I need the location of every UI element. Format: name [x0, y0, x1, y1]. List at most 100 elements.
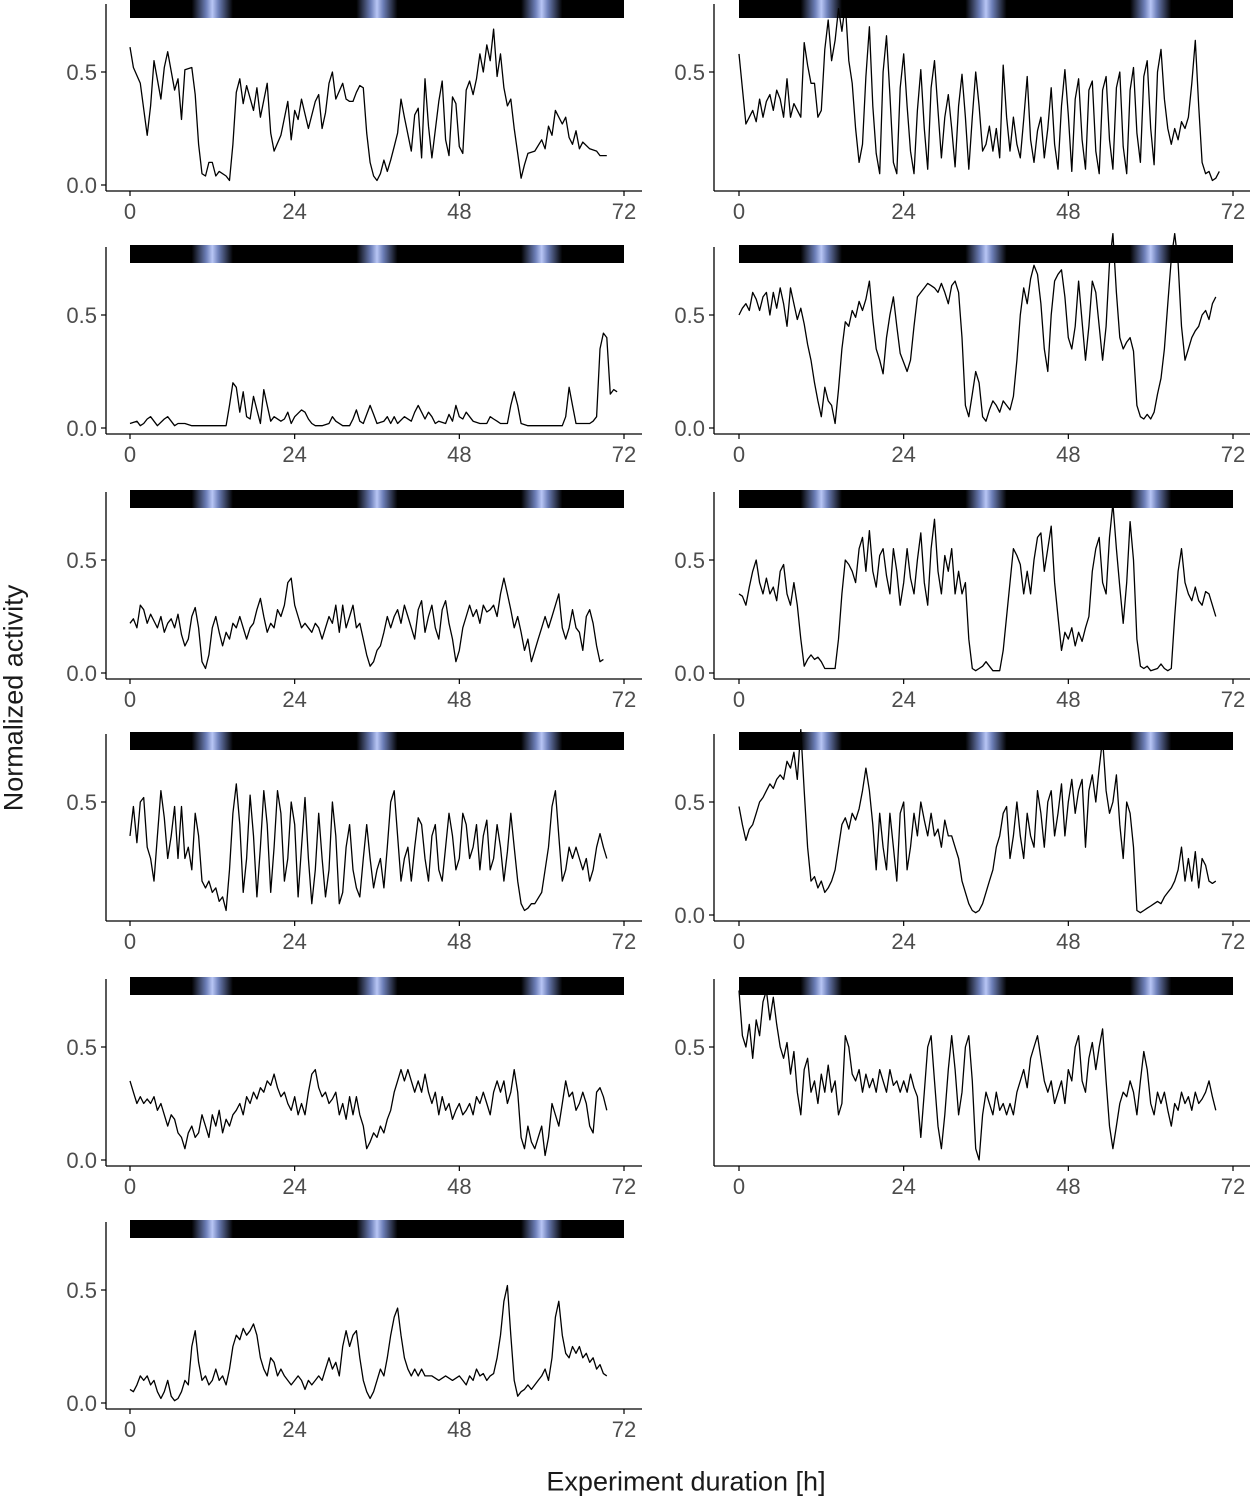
x-tick-label: 48 — [1056, 199, 1080, 224]
activity-line — [129, 783, 608, 912]
x-tick-label: 24 — [282, 929, 306, 954]
light-period-band — [965, 977, 1007, 995]
x-tick-label: 48 — [1056, 442, 1080, 467]
x-tick-label: 72 — [1221, 442, 1245, 467]
light-period-band — [800, 0, 842, 18]
x-tick-label: 24 — [891, 929, 915, 954]
y-axis-title: Normalized activity — [0, 584, 29, 812]
x-tick-label: 48 — [447, 687, 471, 712]
x-tick-label: 72 — [612, 442, 636, 467]
light-period-band — [521, 977, 563, 995]
light-period-band — [800, 732, 842, 750]
y-tick-label: 0.0 — [66, 173, 97, 198]
x-tick-label: 48 — [447, 1174, 471, 1199]
panel-6: 0 24 48 72 0.0 0.5 — [674, 490, 1250, 712]
light-period-band — [356, 732, 398, 750]
x-tick-label: 24 — [282, 442, 306, 467]
x-tick-label: 72 — [1221, 687, 1245, 712]
x-tick-label: 24 — [282, 687, 306, 712]
x-tick-label: 72 — [1221, 1174, 1245, 1199]
x-tick-label: 0 — [733, 199, 745, 224]
y-tick-label: 0.5 — [674, 303, 705, 328]
x-tick-label: 72 — [612, 929, 636, 954]
panel-9: 0 24 48 72 0.0 0.5 — [66, 977, 642, 1199]
light-period-band — [1130, 245, 1172, 263]
light-period-band — [800, 977, 842, 995]
y-tick-label: 0.5 — [66, 303, 97, 328]
light-period-band — [521, 732, 563, 750]
panel-3: 0 24 48 72 0.0 0.5 — [66, 245, 642, 467]
x-tick-label: 0 — [124, 199, 136, 224]
light-period-band — [965, 732, 1007, 750]
light-period-band — [1130, 490, 1172, 508]
panel-2: 0 24 48 72 0.5 — [674, 0, 1250, 224]
y-tick-label: 0.0 — [66, 661, 97, 686]
activity-line — [129, 1068, 608, 1157]
light-period-band — [800, 245, 842, 263]
y-tick-label: 0.5 — [66, 790, 97, 815]
panel-4: 0 24 48 72 0.0 0.5 — [674, 232, 1250, 467]
light-period-band — [191, 490, 233, 508]
x-tick-label: 48 — [447, 199, 471, 224]
panel-8: 0 24 48 72 0.0 0.5 — [674, 729, 1250, 954]
x-tick-label: 72 — [612, 199, 636, 224]
x-tick-label: 0 — [733, 1174, 745, 1199]
light-period-band — [965, 0, 1007, 18]
x-tick-label: 48 — [447, 929, 471, 954]
x-tick-label: 24 — [891, 442, 915, 467]
light-period-band — [191, 732, 233, 750]
light-period-band — [965, 245, 1007, 263]
x-tick-label: 48 — [1056, 929, 1080, 954]
y-tick-label: 0.0 — [674, 903, 705, 928]
x-tick-label: 0 — [733, 687, 745, 712]
x-tick-label: 0 — [124, 1174, 136, 1199]
light-period-band — [521, 0, 563, 18]
x-tick-label: 48 — [447, 1417, 471, 1442]
light-period-band — [1130, 732, 1172, 750]
activity-line — [129, 332, 618, 427]
activity-line — [738, 232, 1217, 425]
y-tick-label: 0.0 — [66, 1391, 97, 1416]
x-tick-label: 0 — [124, 442, 136, 467]
light-period-band — [191, 0, 233, 18]
x-tick-label: 72 — [612, 1417, 636, 1442]
y-tick-label: 0.5 — [674, 1035, 705, 1060]
x-tick-label: 0 — [124, 687, 136, 712]
y-tick-label: 0.5 — [66, 1278, 97, 1303]
panel-5: 0 24 48 72 0.0 0.5 — [66, 490, 642, 712]
x-tick-label: 72 — [1221, 929, 1245, 954]
x-tick-label: 0 — [733, 929, 745, 954]
panel-11: 0 24 48 72 0.0 0.5 — [66, 1220, 642, 1442]
x-tick-label: 24 — [282, 1174, 306, 1199]
y-tick-label: 0.5 — [66, 1035, 97, 1060]
y-tick-label: 0.0 — [66, 1148, 97, 1173]
light-period-band — [800, 490, 842, 508]
light-period-band — [521, 1220, 563, 1238]
light-period-band — [191, 1220, 233, 1238]
light-period-band — [356, 0, 398, 18]
y-tick-label: 0.5 — [674, 60, 705, 85]
light-period-band — [356, 490, 398, 508]
x-tick-label: 0 — [124, 929, 136, 954]
x-axis-title: Experiment duration [h] — [546, 1466, 826, 1497]
x-tick-label: 24 — [282, 199, 306, 224]
activity-line — [738, 502, 1217, 672]
activity-line — [738, 989, 1217, 1161]
x-tick-label: 72 — [612, 687, 636, 712]
light-period-band — [356, 1220, 398, 1238]
x-tick-label: 24 — [891, 199, 915, 224]
activity-line — [738, 729, 1217, 914]
light-period-band — [356, 245, 398, 263]
x-tick-label: 48 — [1056, 1174, 1080, 1199]
light-period-band — [191, 977, 233, 995]
y-tick-label: 0.5 — [674, 548, 705, 573]
x-tick-label: 24 — [891, 687, 915, 712]
y-tick-label: 0.5 — [66, 548, 97, 573]
y-tick-label: 0.0 — [674, 661, 705, 686]
x-tick-label: 24 — [891, 1174, 915, 1199]
light-period-band — [1130, 0, 1172, 18]
activity-line — [738, 3, 1220, 182]
light-period-band — [191, 245, 233, 263]
activity-line — [129, 577, 604, 670]
